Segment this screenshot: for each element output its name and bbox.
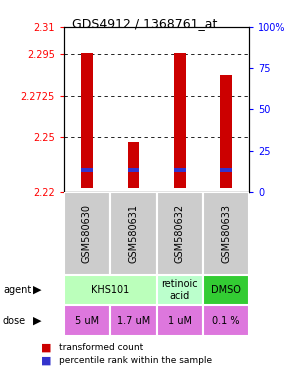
Bar (64, 305, 110, 336)
Text: GSM580631: GSM580631 (128, 204, 138, 263)
Bar (128, 142, 139, 188)
Text: ■: ■ (41, 343, 51, 353)
Bar (174, 53, 186, 188)
Bar (203, 275, 249, 305)
Bar (174, 168, 186, 172)
Bar (220, 168, 232, 172)
Text: GSM580633: GSM580633 (221, 204, 231, 263)
Text: GSM580632: GSM580632 (175, 204, 185, 263)
Bar (64, 275, 157, 305)
Bar (157, 275, 203, 305)
Text: 5 uM: 5 uM (75, 316, 99, 326)
Bar (203, 305, 249, 336)
Text: 0.1 %: 0.1 % (213, 316, 240, 326)
Text: ■: ■ (41, 356, 51, 366)
Bar (110, 192, 157, 275)
Text: GDS4912 / 1368761_at: GDS4912 / 1368761_at (72, 17, 218, 30)
Text: dose: dose (3, 316, 26, 326)
Text: 1 uM: 1 uM (168, 316, 192, 326)
Text: retinoic
acid: retinoic acid (162, 279, 198, 301)
Bar (110, 305, 157, 336)
Bar (128, 168, 139, 172)
Bar (64, 192, 110, 275)
Text: agent: agent (3, 285, 31, 295)
Bar (157, 192, 203, 275)
Text: GSM580630: GSM580630 (82, 204, 92, 263)
Bar (157, 305, 203, 336)
Bar (220, 74, 232, 188)
Text: DMSO: DMSO (211, 285, 241, 295)
Text: transformed count: transformed count (59, 343, 144, 352)
Text: percentile rank within the sample: percentile rank within the sample (59, 356, 213, 366)
Text: KHS101: KHS101 (91, 285, 129, 295)
Text: ▶: ▶ (33, 285, 42, 295)
Text: ▶: ▶ (33, 316, 42, 326)
Text: 1.7 uM: 1.7 uM (117, 316, 150, 326)
Bar (81, 168, 93, 172)
Bar (203, 192, 249, 275)
Bar (81, 53, 93, 188)
